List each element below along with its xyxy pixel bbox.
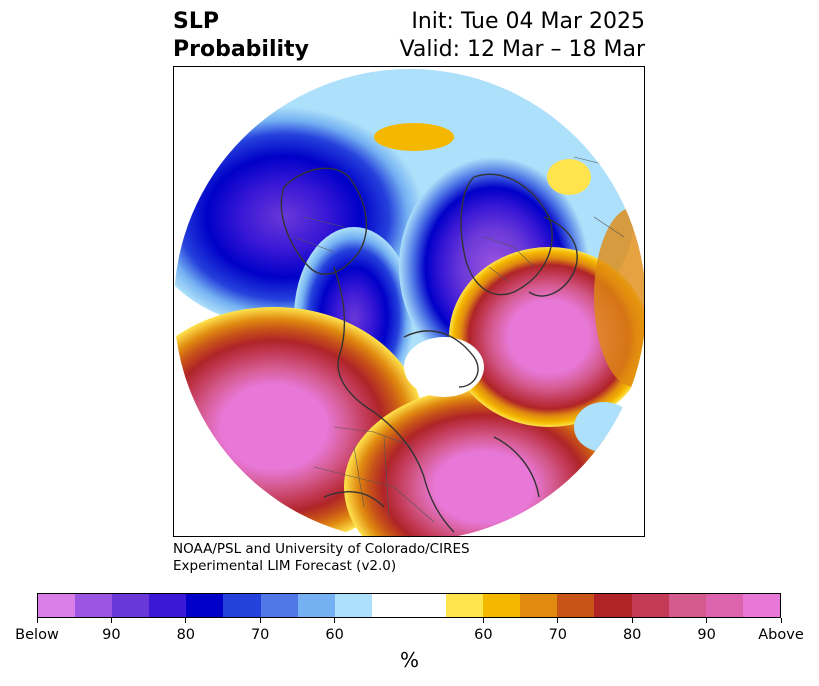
title-variable: SLP <box>173 9 219 34</box>
colorbar-tick-label: 80 <box>176 627 196 643</box>
probability-field <box>174 69 644 536</box>
colorbar-tick <box>631 618 633 623</box>
light-blue-patch <box>574 402 634 452</box>
colorbar-tick <box>110 618 112 623</box>
colorbar-tick <box>557 618 559 623</box>
colorbar-tick-label: 60 <box>325 627 344 643</box>
colorbar-segment <box>186 594 224 617</box>
map-panel <box>173 66 645 537</box>
colorbar-segment <box>260 594 298 617</box>
neutral-gap <box>404 337 484 397</box>
colorbar-segment <box>483 594 521 617</box>
title-valid: Valid: 12 Mar – 18 Mar <box>399 37 645 62</box>
colorbar-tick-label: 90 <box>102 627 121 643</box>
colorbar-segment <box>38 594 76 617</box>
colorbar-segment <box>520 594 558 617</box>
title-init: Init: Tue 04 Mar 2025 <box>411 9 645 34</box>
title-product: Probability <box>173 37 309 62</box>
colorbar-tick <box>259 618 261 623</box>
colorbar-segment <box>334 594 372 617</box>
colorbar-tick-label: Above <box>758 627 804 643</box>
colorbar-tick <box>780 618 782 623</box>
colorbar-segment <box>408 594 447 617</box>
colorbar-tick <box>185 618 187 623</box>
colorbar-segment <box>557 594 595 617</box>
political-borders <box>293 156 625 523</box>
colorbar-segment <box>631 594 669 617</box>
colorbar-tick-label: 90 <box>697 627 716 643</box>
colorbar-segment <box>149 594 187 617</box>
colorbar-segment <box>371 594 409 617</box>
title-right: Init: Tue 04 Mar 2025 Valid: 12 Mar – 18… <box>400 8 645 64</box>
colorbar-segment <box>223 594 261 617</box>
colorbar-tick-label: Below <box>15 627 59 643</box>
colorbar-tick <box>334 618 336 623</box>
credit-line-2: Experimental LIM Forecast (v2.0) <box>173 558 397 574</box>
colorbar-segment <box>668 594 706 617</box>
colorbar-segment <box>705 594 743 617</box>
colorbar-tick-label: 70 <box>250 627 270 643</box>
above-patch-northeast <box>547 159 591 195</box>
colorbar <box>37 593 781 618</box>
colorbar-tick-label: 70 <box>548 627 568 643</box>
colorbar-tick-label: 80 <box>622 627 642 643</box>
colorbar-tick-label: 60 <box>474 627 493 643</box>
colorbar-segment <box>446 594 484 617</box>
credit-text: NOAA/PSL and University of Colorado/CIRE… <box>173 541 470 575</box>
colorbar-segment <box>112 594 150 617</box>
colorbar-ticks <box>0 618 819 624</box>
above-patch-north <box>374 123 454 151</box>
credit-line-1: NOAA/PSL and University of Colorado/CIRE… <box>173 541 470 557</box>
colorbar-segment <box>742 594 780 617</box>
colorbar-tick <box>36 618 38 623</box>
above-band-east <box>594 207 644 387</box>
colorbar-labels: Below 90 80 70 60 60 70 80 90 Above <box>0 627 819 647</box>
colorbar-segment <box>75 594 113 617</box>
colorbar-segment <box>297 594 335 617</box>
colorbar-tick <box>482 618 484 623</box>
colorbar-unit: % <box>399 648 419 672</box>
above-normal-america <box>344 387 624 536</box>
colorbar-tick <box>706 618 708 623</box>
probability-map <box>174 69 644 536</box>
title-left: SLP Probability <box>173 8 309 64</box>
colorbar-segment <box>594 594 632 617</box>
